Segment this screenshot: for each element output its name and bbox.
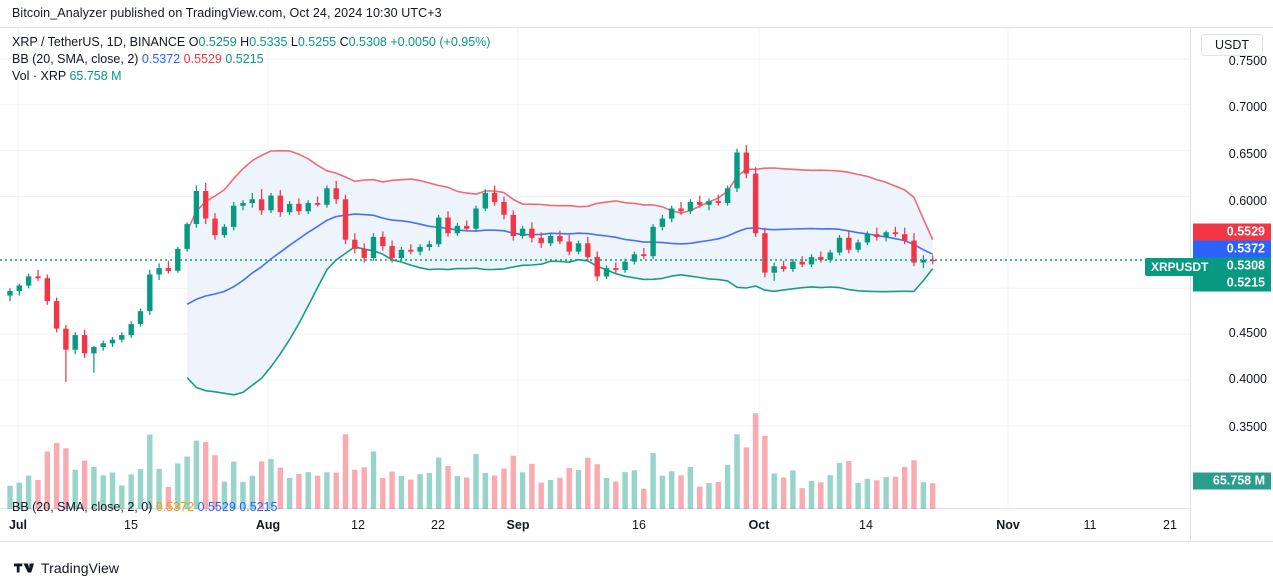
axis-separator — [1190, 510, 1191, 541]
price-badge: 0.5529 — [1193, 223, 1271, 241]
time-tick: 15 — [124, 518, 138, 532]
price-tick: 0.7000 — [1228, 100, 1267, 114]
time-tick: Aug — [255, 518, 281, 532]
time-tick: 21 — [1163, 518, 1177, 532]
chart-canvas — [0, 28, 1190, 509]
symbol-price-tag: XRPUSDT — [1145, 258, 1215, 276]
price-tick: 0.3500 — [1228, 420, 1267, 434]
tradingview-logo-icon — [14, 563, 34, 573]
price-tick: 0.7500 — [1228, 54, 1267, 68]
time-tick: Oct — [748, 518, 770, 532]
price-badge: 65.758 M — [1193, 472, 1271, 490]
bottom-indicator-legend[interactable]: BB (20, SMA, close, 2, 0) 0.5372 0.5529 … — [12, 500, 278, 514]
bottom-bb-title: BB (20, SMA, close, 2, 0) — [12, 500, 153, 514]
price-tick: 0.6500 — [1228, 147, 1267, 161]
time-tick: Sep — [506, 518, 530, 532]
chart-plot-area[interactable] — [0, 28, 1190, 509]
price-tick: 0.6000 — [1228, 194, 1267, 208]
price-tick: 0.4500 — [1228, 326, 1267, 340]
time-tick: Jul — [8, 518, 28, 532]
time-tick: 22 — [431, 518, 445, 532]
chart-frame: 0.75000.70000.65000.60000.50000.45000.40… — [0, 27, 1273, 509]
bottom-bb-value-2: 0.5529 — [197, 500, 236, 514]
publisher-attribution: Bitcoin_Analyzer published on TradingVie… — [12, 6, 442, 20]
time-tick: 12 — [351, 518, 365, 532]
bottom-bb-value-3: 0.5215 — [239, 500, 278, 514]
bottom-bb-value-1: 0.5372 — [155, 500, 195, 514]
price-badge: 0.5372 — [1193, 240, 1271, 258]
tradingview-wordmark: TradingView — [41, 560, 120, 576]
time-tick: 16 — [632, 518, 646, 532]
time-axis[interactable]: Jul 15 Aug 12 22 Sep 16 Oct 14 11 21 Nov — [0, 510, 1273, 542]
time-tick: 11 — [1083, 518, 1097, 532]
price-tick: 0.4000 — [1228, 372, 1267, 386]
time-tick: Nov — [996, 518, 1020, 532]
time-tick: 14 — [859, 518, 873, 532]
price-badge: 0.5215 — [1193, 274, 1271, 292]
footer-brand[interactable]: TradingView — [14, 560, 119, 576]
currency-unit-button[interactable]: USDT — [1200, 34, 1263, 56]
